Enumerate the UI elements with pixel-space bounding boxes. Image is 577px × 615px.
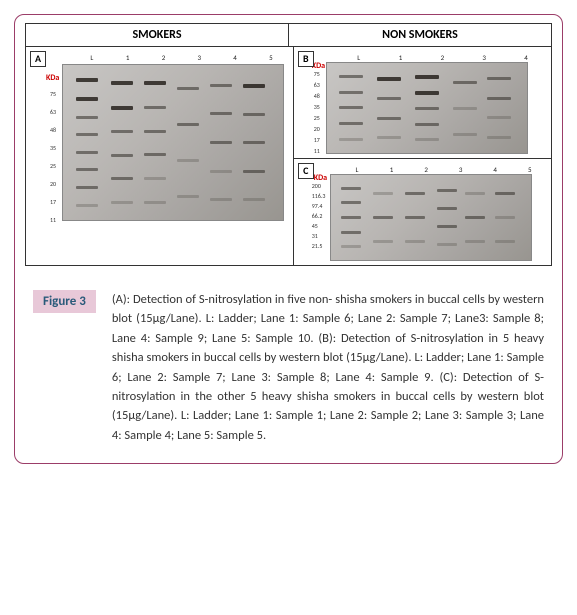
header-smokers: SMOKERS xyxy=(26,24,289,46)
panel-a-cell: A L 1 2 3 4 5 KDa 75 63 xyxy=(26,47,294,265)
mw-markers-a: 75 63 48 35 25 20 17 11 xyxy=(50,91,56,223)
panel-letter-a: A xyxy=(30,51,46,67)
blot-grid: SMOKERS NON SMOKERS A L 1 2 3 4 5 xyxy=(25,23,552,266)
figure-container: SMOKERS NON SMOKERS A L 1 2 3 4 5 xyxy=(14,14,563,464)
blot-a: L 1 2 3 4 5 KDa 75 63 48 35 xyxy=(48,53,289,221)
panel-c-cell: C L 1 2 3 4 5 KDa xyxy=(294,159,551,265)
lane-labels-a: L 1 2 3 4 5 xyxy=(74,53,289,62)
lane-labels-c: L 1 2 3 4 5 xyxy=(340,165,547,174)
right-column: B L 1 2 3 4 KDa 75 xyxy=(294,47,551,265)
panel-b-cell: B L 1 2 3 4 KDa 75 xyxy=(294,47,551,159)
blot-b: L 1 2 3 4 KDa 75 63 48 35 xyxy=(316,53,547,154)
images-row: A L 1 2 3 4 5 KDa 75 63 xyxy=(26,47,551,265)
caption-text: (A): Detection of S-nitrosylation in fiv… xyxy=(112,290,544,445)
panel-letter-c: C xyxy=(298,163,314,179)
lane-labels-b: L 1 2 3 4 xyxy=(338,53,547,62)
gel-image-a xyxy=(62,64,284,221)
header-nonsmokers: NON SMOKERS xyxy=(289,24,551,46)
figure-label: Figure 3 xyxy=(33,290,96,313)
header-row: SMOKERS NON SMOKERS xyxy=(26,24,551,47)
panel-letter-b: B xyxy=(298,51,314,67)
figure-panels: SMOKERS NON SMOKERS A L 1 2 3 4 5 xyxy=(15,15,562,276)
blot-c: L 1 2 3 4 5 KDa 200 116.3 97 xyxy=(316,165,547,261)
gel-image-b xyxy=(326,62,528,154)
mw-markers-b: 75 63 48 35 25 20 17 11 xyxy=(314,71,320,154)
kda-label-a: KDa xyxy=(46,73,59,83)
mw-markers-c: 200 116.3 97.4 66.2 45 31 21.5 xyxy=(312,183,326,249)
gel-image-c xyxy=(330,174,532,261)
caption-block: Figure 3 (A): Detection of S-nitrosylati… xyxy=(15,276,562,463)
